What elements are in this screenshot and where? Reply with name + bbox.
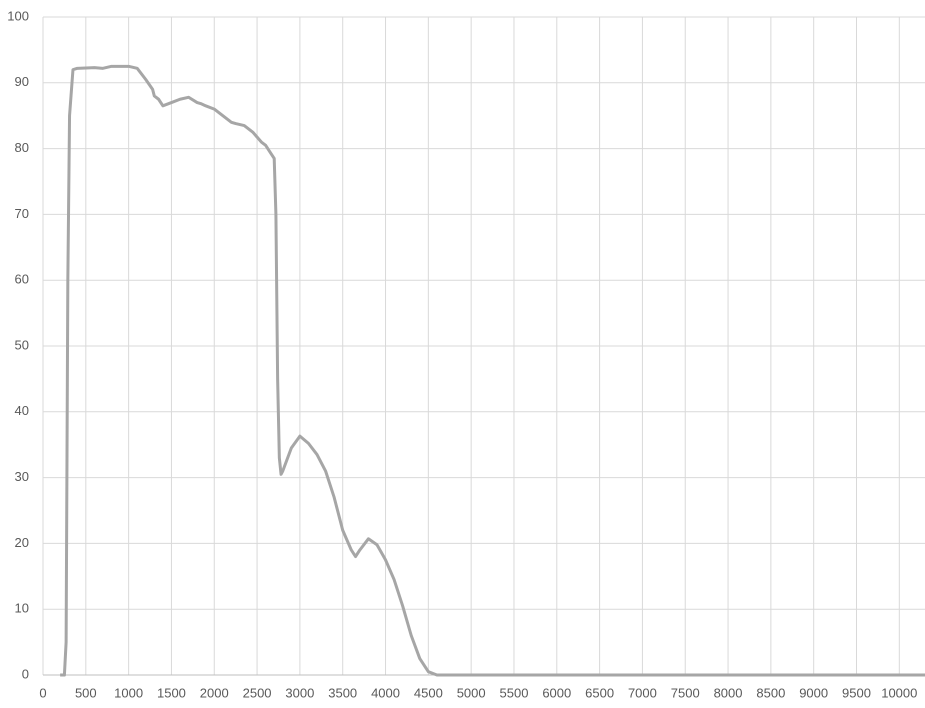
y-tick-label: 50 [15, 337, 29, 352]
x-tick-label: 9500 [842, 685, 871, 700]
x-tick-label: 9000 [799, 685, 828, 700]
x-tick-label: 8000 [714, 685, 743, 700]
y-tick-label: 70 [15, 206, 29, 221]
x-tick-label: 5500 [500, 685, 529, 700]
x-tick-label: 6000 [542, 685, 571, 700]
y-tick-label: 0 [22, 666, 29, 681]
x-tick-label: 7000 [628, 685, 657, 700]
data-line [60, 64, 925, 677]
x-tick-label: 0 [39, 685, 46, 700]
x-tick-label: 500 [75, 685, 97, 700]
x-tick-label: 5000 [457, 685, 486, 700]
x-tick-label: 3500 [328, 685, 357, 700]
y-tick-label: 100 [7, 8, 29, 23]
y-tick-label: 60 [15, 272, 29, 287]
x-tick-label: 1500 [157, 685, 186, 700]
y-tick-label: 30 [15, 469, 29, 484]
y-tick-label: 40 [15, 403, 29, 418]
y-tick-label: 10 [15, 601, 29, 616]
y-tick-label: 90 [15, 74, 29, 89]
y-tick-label: 20 [15, 535, 29, 550]
x-tick-label: 2000 [200, 685, 229, 700]
x-tick-label: 7500 [671, 685, 700, 700]
x-tick-label: 10000 [881, 685, 917, 700]
y-tick-label: 80 [15, 140, 29, 155]
x-tick-label: 4000 [371, 685, 400, 700]
x-tick-label: 4500 [414, 685, 443, 700]
x-tick-label: 6500 [585, 685, 614, 700]
x-tick-label: 1000 [114, 685, 143, 700]
x-tick-label: 2500 [243, 685, 272, 700]
x-tick-label: 8500 [756, 685, 785, 700]
x-tick-label: 3000 [285, 685, 314, 700]
